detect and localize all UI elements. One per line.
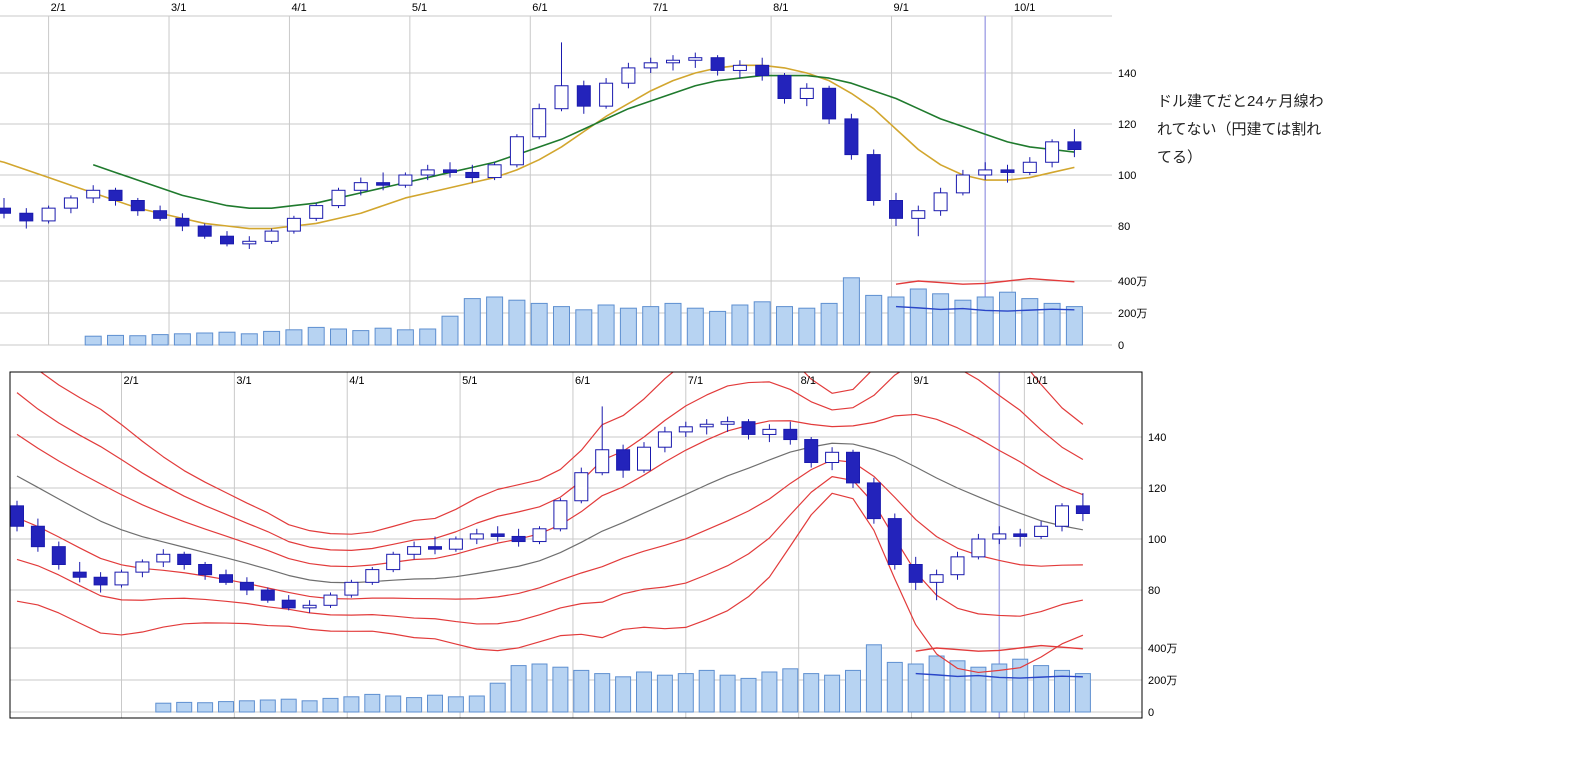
volume-axis-label: 200万 [1118,308,1147,320]
volume-bars [155,644,1091,713]
x-axis-month-label: 9/1 [894,2,909,14]
price-axis-label: 140 [1118,68,1136,80]
price-axis-label: 120 [1118,119,1136,131]
bollinger-lower-1-sigma [16,459,1083,600]
x-axis-month-label: 7/1 [688,375,703,387]
ma-24month-line [92,74,1075,209]
axis-labels: 2/1 3/1 4/1 5/1 6/1 7/1 8/1 9/1 10/1 140 120 100 80 4… [51,2,1148,352]
volume-ma-blue-line [915,672,1083,679]
price-axis-label: 80 [1118,221,1130,233]
price-axis-label: 100 [1148,534,1166,546]
volume-bars [84,277,1083,346]
plot-area [10,372,1142,718]
x-axis-month-label: 2/1 [124,375,139,387]
x-axis-month-label: 4/1 [291,2,306,14]
volume-ma-red-line [895,277,1075,285]
plot-area [0,15,1112,346]
x-axis-month-label: 6/1 [575,375,590,387]
x-axis-month-label: 5/1 [412,2,427,14]
x-axis-month-label: 4/1 [349,375,364,387]
x-axis-month-label: 2/1 [51,2,66,14]
axis-labels: 2/1 3/1 4/1 5/1 6/1 7/1 8/1 9/1 10/1 140 120 100 80 4… [124,375,1178,719]
annotation-line: れてない（円建ては割れ [1157,121,1322,138]
bollinger-upper-3-sigma [39,372,1084,535]
annotation-text: ドル建てだと24ヶ月線わ れてない（円建ては割れ てる） [1157,88,1367,172]
x-axis-month-label: 7/1 [653,2,668,14]
chart-border [9,371,1143,719]
x-axis-month-label: 5/1 [462,375,477,387]
x-axis-month-label: 8/1 [801,375,816,387]
x-axis-month-label: 10/1 [1026,375,1047,387]
volume-axis-label: 400万 [1148,643,1177,655]
volume-ma-red-line [915,644,1083,652]
candlestick-chart-bottom-with-bollinger-bands: 2/1 3/1 4/1 5/1 6/1 7/1 8/1 9/1 10/1 140 120 100 80 4… [9,371,1178,719]
x-axis-month-label: 3/1 [236,375,251,387]
price-axis-label: 100 [1118,170,1136,182]
x-axis-month-label: 8/1 [773,2,788,14]
bollinger-center-line [16,442,1084,584]
volume-axis-label: 400万 [1118,276,1147,288]
bollinger-lower-3-sigma [16,492,1084,674]
x-axis-month-label: 10/1 [1014,2,1035,14]
candles [0,42,1082,249]
price-axis-label: 80 [1148,585,1160,597]
candles [10,406,1090,613]
volume-axis-label: 200万 [1148,675,1177,687]
x-axis-month-label: 6/1 [532,2,547,14]
price-axis-label: 140 [1148,432,1166,444]
bollinger-upper-2-sigma [16,372,1084,551]
volume-ma-blue-line [895,305,1075,312]
annotation-line: てる） [1157,149,1203,166]
ma-short-line [0,64,1075,230]
candlestick-chart-top-with-moving-averages: 2/1 3/1 4/1 5/1 6/1 7/1 8/1 9/1 10/1 140 120 100 80 4… [0,2,1148,352]
volume-axis-label: 0 [1148,707,1154,719]
x-axis-month-label: 3/1 [171,2,186,14]
annotation-line: ドル建てだと24ヶ月線わ [1157,93,1324,110]
volume-axis-label: 0 [1118,340,1124,352]
bollinger-lower-2-sigma [16,476,1084,625]
x-axis-month-label: 9/1 [914,375,929,387]
bollinger-upper-1-sigma [16,413,1084,568]
price-axis-label: 120 [1148,483,1166,495]
